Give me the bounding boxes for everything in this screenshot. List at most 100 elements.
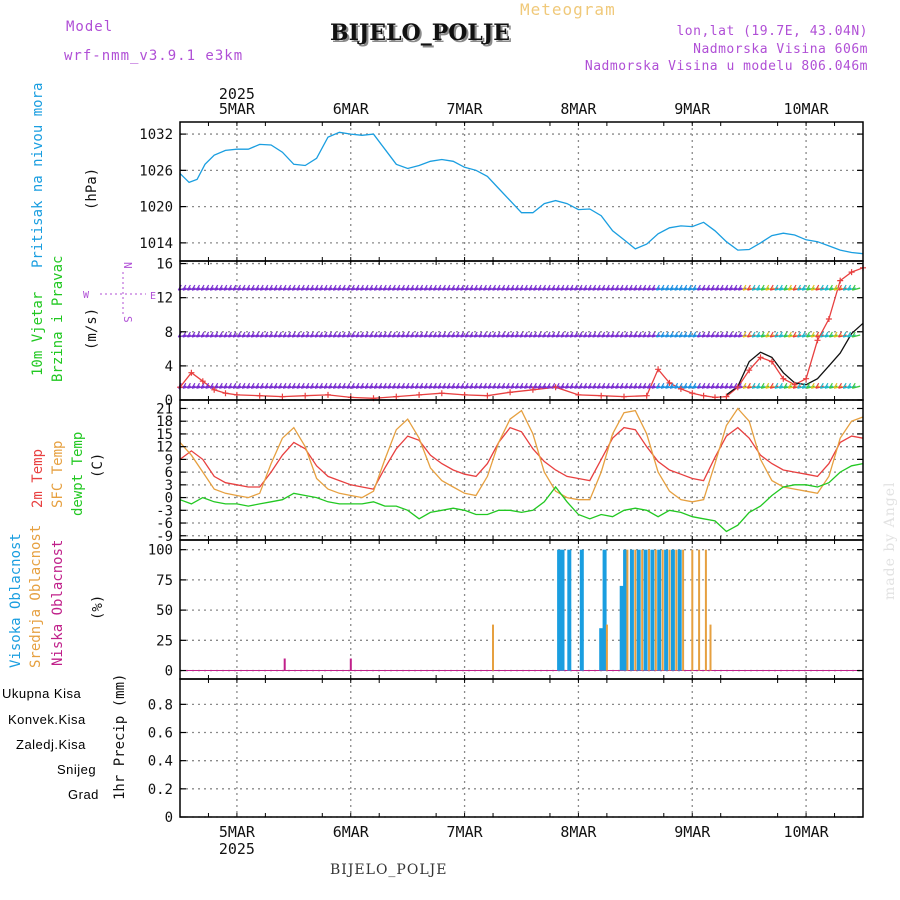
wind-barb (583, 287, 592, 291)
wind-barb (683, 385, 692, 389)
wind-barb (683, 334, 692, 338)
wind-barb (596, 331, 601, 338)
wind-barb (396, 382, 401, 389)
wind-barb (405, 284, 410, 291)
wind-barb (464, 287, 474, 291)
wind-barb (742, 382, 747, 389)
wind-barb (710, 287, 720, 291)
wind-barb (396, 287, 405, 291)
wind-barb (400, 331, 405, 338)
wind-barb (779, 385, 788, 389)
wind-barb (728, 382, 733, 389)
ytick-label: 1014 (139, 236, 173, 252)
wind-barb (724, 382, 729, 389)
wind-barb (615, 334, 624, 338)
wind-barb (569, 334, 579, 338)
wind-barb (624, 385, 633, 389)
wind-barb (774, 331, 779, 338)
wind-barb (796, 331, 802, 338)
station-title: BIJELO_POLJE (330, 20, 511, 46)
wind-barb (337, 334, 346, 338)
wind-barb (432, 382, 437, 389)
wind-barb (478, 284, 483, 291)
wind-speed-marker (393, 393, 400, 400)
wind-barb (596, 382, 601, 389)
wind-barb (200, 287, 210, 291)
wind-barb (305, 284, 310, 291)
wind-barb (464, 382, 469, 389)
wind-barb (200, 382, 205, 389)
wind-unit-label: (m/s) (84, 308, 100, 350)
wind-barb (614, 284, 619, 291)
wind-barb (314, 284, 319, 291)
wind-barb (355, 284, 360, 291)
wind-barb (209, 284, 214, 291)
wind-barb (246, 382, 251, 389)
wind-barb (578, 334, 588, 338)
wind-barb (437, 385, 446, 389)
wind-barb (355, 331, 360, 338)
wind-barb (446, 284, 451, 291)
wind-barb (237, 287, 246, 291)
wind-barb (769, 284, 774, 291)
wind-barb (405, 331, 410, 338)
cloud-bar (283, 658, 286, 671)
wind-barb (268, 382, 273, 389)
wind-barb (519, 382, 524, 389)
wind-barb (419, 385, 428, 389)
wind-barb (778, 284, 783, 291)
cloud-bar (599, 628, 604, 671)
wind-barb (664, 331, 670, 338)
wind-barb (624, 287, 633, 291)
wind-barb (501, 334, 510, 338)
wind-barb (770, 385, 779, 389)
wind-barb (742, 385, 752, 389)
wind-barb (669, 382, 674, 389)
wind-barb (460, 385, 469, 389)
wind-barb (765, 331, 770, 338)
wind-speed-marker (302, 392, 309, 399)
wind-barb (469, 331, 474, 338)
wind-compass-legend: N S W E (83, 262, 156, 323)
wind-barb (469, 284, 474, 291)
wind-barb (605, 284, 610, 291)
wind-barb (701, 284, 706, 291)
legend-zaledj-kisa: Zaledj.Kisa (16, 737, 86, 752)
wind-barb (751, 331, 756, 338)
wind-barb (596, 284, 601, 291)
wind-barb (587, 287, 597, 291)
wind-barb (332, 385, 342, 389)
wind-barb (246, 385, 255, 389)
wind-barb (273, 385, 283, 389)
wind-barb (182, 287, 191, 291)
wind-barb (487, 382, 492, 389)
wind-speed-marker (222, 390, 229, 397)
wind-barb (368, 331, 374, 338)
wind-barb (327, 382, 333, 389)
wind-barb (524, 385, 533, 389)
wind-barb (664, 382, 670, 389)
wind-barb (619, 382, 624, 389)
wind-barb (582, 382, 588, 389)
ytick-label: 9 (165, 452, 173, 468)
wind-barb (824, 385, 834, 389)
wind-barb (250, 284, 255, 291)
wind-barb (269, 287, 278, 291)
cloud-bar (557, 549, 562, 671)
wind-barb (359, 284, 364, 291)
wind-barb (765, 334, 774, 338)
wind-barb (232, 331, 237, 338)
wind-barb (646, 382, 651, 389)
wind-barb (359, 331, 364, 338)
wind-barb (182, 334, 191, 338)
wind-barb (482, 382, 487, 389)
day-label-top: 6MAR (333, 100, 370, 118)
wind-barb (774, 334, 783, 338)
wind-barb (532, 382, 537, 389)
wind-barb (692, 334, 701, 338)
wind-barb (195, 382, 201, 389)
wind-barb (824, 287, 834, 291)
wind-barb (651, 284, 656, 291)
wind-barb (724, 331, 729, 338)
wind-barb (282, 331, 287, 338)
